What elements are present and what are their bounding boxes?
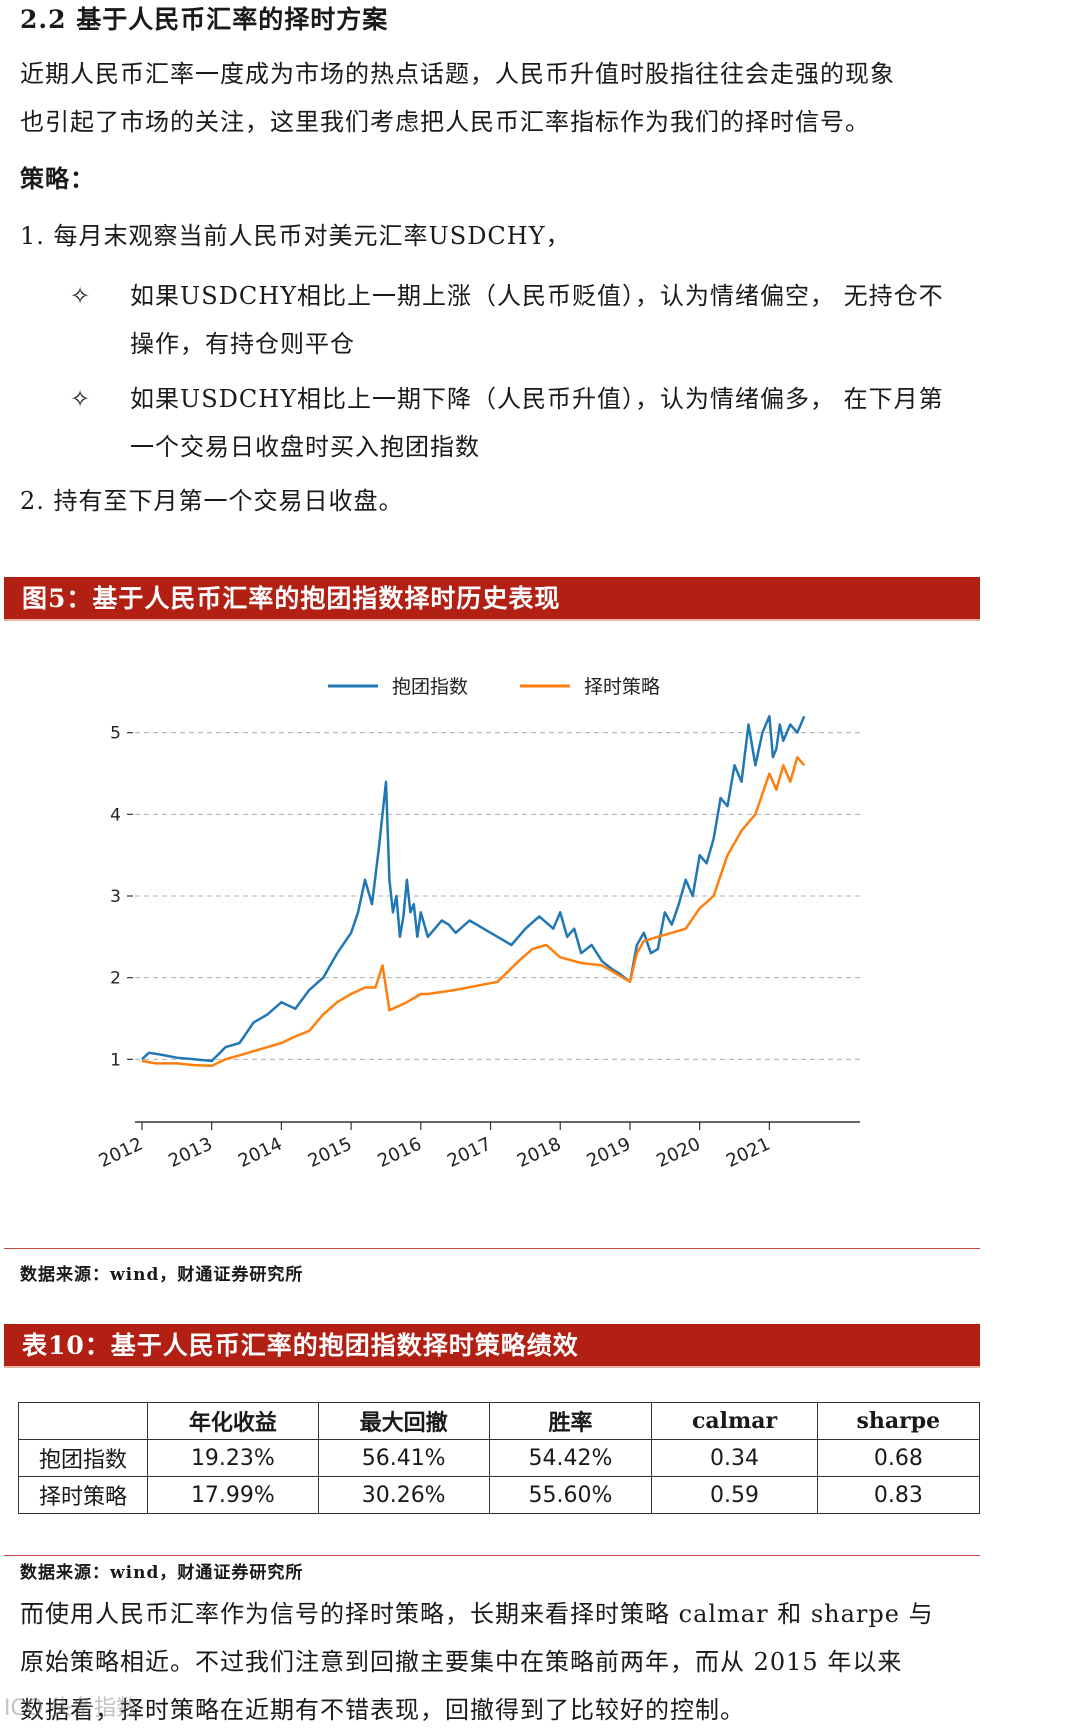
x-tick-label: 2017 [444, 1133, 494, 1171]
table-cell: 0.83 [816, 1476, 981, 1514]
table-cell: 30.26% [317, 1476, 490, 1514]
conclusion-line: 原始策略相近。不过我们注意到回撤主要集中在策略前两年，而从 2015 年以来 [20, 1648, 903, 1676]
y-tick-label: 2 [110, 969, 121, 989]
x-tick-label: 2016 [375, 1133, 425, 1171]
table-header-cell [18, 1402, 148, 1440]
table-cell: 0.34 [651, 1439, 818, 1477]
x-tick-label: 2014 [235, 1133, 285, 1171]
intro-paragraph: 近期人民币汇率一度成为市场的热点话题，人民币升值时股指往往会走强的现象 也引起了… [20, 50, 1020, 146]
table-cell: 54.42% [488, 1439, 653, 1477]
table-header-cell: 最大回撤 [317, 1402, 490, 1440]
strategy-heading: 策略： [20, 164, 95, 193]
table-source: 数据来源：wind，财通证券研究所 [20, 1563, 304, 1583]
x-tick-label: 2013 [165, 1133, 215, 1171]
table-cell: 17.99% [147, 1476, 319, 1514]
intro-line: 近期人民币汇率一度成为市场的热点话题，人民币升值时股指往往会走强的现象 [20, 60, 895, 88]
y-tick-label: 1 [110, 1050, 121, 1070]
x-tick-label: 2021 [723, 1133, 773, 1171]
legend-label: 抱团指数 [392, 676, 468, 698]
bullet-line: 如果USDCHY相比上一期下降（人民币升值），认为情绪偏多， 在下月第 [130, 385, 944, 413]
y-tick-label: 4 [110, 805, 121, 825]
table-cell: 抱团指数 [18, 1439, 148, 1477]
section-title: 2.2 基于人民币汇率的择时方案 [20, 5, 389, 34]
table-header-cell: calmar [651, 1402, 818, 1440]
table-cell: 0.68 [816, 1439, 981, 1477]
diamond-bullet-icon: ✧ [70, 385, 92, 413]
figure-source: 数据来源：wind，财通证券研究所 [20, 1265, 304, 1285]
bullet-line: 如果USDCHY相比上一期上涨（人民币贬值），认为情绪偏空， 无持仓不 [130, 282, 944, 310]
conclusion-line: 数据看，择时策略在近期有不错表现，回撤得到了比较好的控制。 [20, 1696, 745, 1724]
y-tick-label: 5 [110, 724, 121, 744]
bullet-line: 操作，有持仓则平仓 [130, 330, 355, 358]
table-header-cell: 胜率 [488, 1402, 653, 1440]
x-tick-label: 2015 [305, 1133, 355, 1171]
x-tick-label: 2020 [653, 1133, 703, 1171]
watermark: ICO 头条指数 [4, 1696, 139, 1721]
line-chart: 1 2 3 4 5 2012 2013 2014 2015 2016 2017 2018 2019 202… [96, 676, 860, 1172]
table-title-banner: 表10：基于人民币汇率的抱团指数择时策略绩效 [4, 1324, 980, 1368]
series-line [141, 715, 806, 1063]
bullet-line: 一个交易日收盘时买入抱团指数 [130, 433, 480, 461]
y-tick-label: 3 [110, 887, 121, 907]
table-header-cell: 年化收益 [147, 1402, 319, 1440]
table-cell: 19.23% [147, 1439, 319, 1477]
series-line [141, 755, 806, 1068]
figure-title-banner: 图5：基于人民币汇率的抱团指数择时历史表现 [4, 577, 980, 621]
table-header-row: 年化收益 最大回撤 胜率 calmar sharpe [18, 1402, 981, 1440]
divider [4, 1248, 980, 1249]
table-header-cell: sharpe [816, 1402, 981, 1440]
conclusion-paragraph: 而使用人民币汇率作为信号的择时策略，长期来看择时策略 calmar 和 shar… [20, 1590, 1020, 1734]
x-tick-label: 2012 [96, 1133, 146, 1171]
table-cell: 55.60% [488, 1476, 653, 1514]
table-row: 抱团指数 19.23% 56.41% 54.42% 0.34 0.68 [18, 1439, 981, 1477]
performance-table: 年化收益 最大回撤 胜率 calmar sharpe 抱团指数 19.23% 5… [18, 1402, 981, 1514]
x-tick-label: 2018 [514, 1133, 564, 1171]
step-2: 2. 持有至下月第一个交易日收盘。 [20, 487, 404, 515]
table-row: 择时策略 17.99% 30.26% 55.60% 0.59 0.83 [18, 1476, 981, 1514]
table-cell: 0.59 [651, 1476, 818, 1514]
step-1: 1. 每月末观察当前人民币对美元汇率USDCHY， [20, 222, 571, 250]
intro-line: 也引起了市场的关注，这里我们考虑把人民币汇率指标作为我们的择时信号。 [20, 108, 870, 136]
divider [4, 1555, 980, 1556]
table-cell: 择时策略 [18, 1476, 148, 1514]
legend-label: 择时策略 [584, 676, 660, 698]
table-cell: 56.41% [317, 1439, 490, 1477]
diamond-bullet-icon: ✧ [70, 282, 92, 310]
x-tick-label: 2019 [584, 1133, 634, 1171]
conclusion-line: 而使用人民币汇率作为信号的择时策略，长期来看择时策略 calmar 和 shar… [20, 1600, 934, 1628]
